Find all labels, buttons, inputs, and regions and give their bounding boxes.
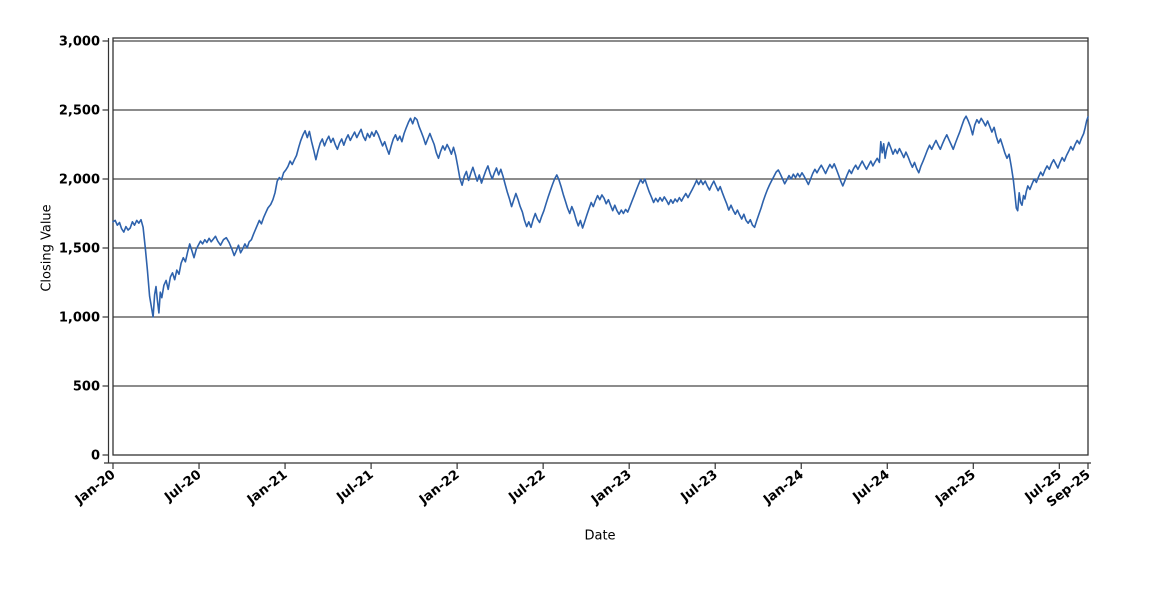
y-axis-title: Closing Value xyxy=(39,204,55,292)
x-tick-label: Jan-21 xyxy=(244,467,291,508)
plot-border xyxy=(112,37,1089,456)
x-tick-label: Jan-23 xyxy=(588,467,635,508)
y-tick-label: 1,500 xyxy=(59,242,100,257)
y-tick-label: 0 xyxy=(91,449,100,464)
y-tick-label: 2,500 xyxy=(59,104,100,119)
x-tick-label: Jul-22 xyxy=(505,467,548,505)
x-tick-label: Jul-20 xyxy=(161,467,204,505)
y-tick-label: 500 xyxy=(73,380,100,395)
y-tick-label: 1,000 xyxy=(59,311,100,326)
x-tick-label: Jul-23 xyxy=(678,467,721,505)
x-tick-label: Jan-25 xyxy=(932,467,979,508)
x-tick-label: Jan-24 xyxy=(760,467,807,508)
x-tick-label: Jul-21 xyxy=(333,467,376,505)
x-tick-label: Jan-22 xyxy=(416,467,463,508)
y-tick-label: 2,000 xyxy=(59,173,100,188)
closing-value-series-line xyxy=(112,115,1089,318)
x-axis-title: Date xyxy=(584,528,616,544)
x-tick-label: Jan-20 xyxy=(72,467,119,508)
x-tick-label: Jul-24 xyxy=(850,467,893,505)
y-tick-label: 3,000 xyxy=(59,35,100,50)
